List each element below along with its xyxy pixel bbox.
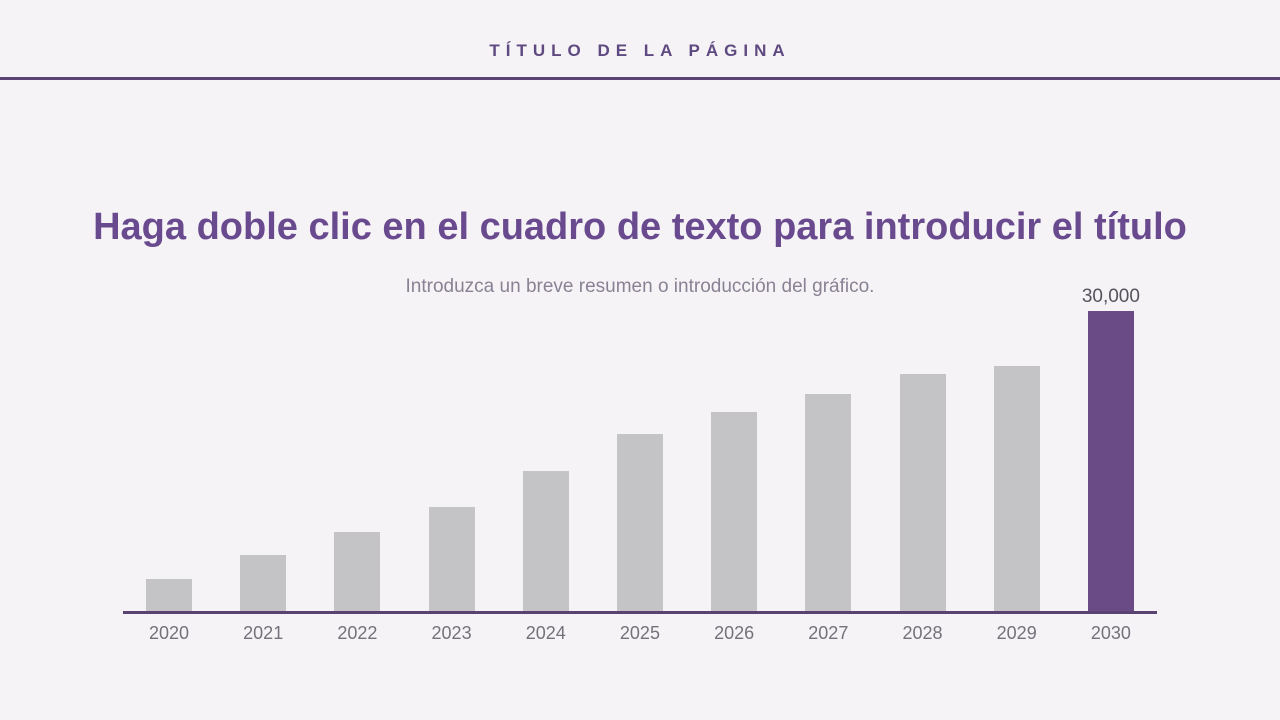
x-tick-2023: 2023 xyxy=(431,623,472,643)
bar-2022 xyxy=(334,531,381,611)
x-tick-2021: 2021 xyxy=(243,623,284,643)
bar-2027 xyxy=(805,393,852,611)
bar-2030: 30,000 xyxy=(1082,286,1140,611)
chart-title-textbox[interactable]: Haga doble clic en el cuadro de texto pa… xyxy=(93,206,1187,248)
bar-2023 xyxy=(428,506,475,611)
bar-2026 xyxy=(711,412,758,611)
page-header: TÍTULO DE LA PÁGINA xyxy=(0,0,1280,80)
bar-chart: 30,000 2020 2021 2022 2023 2024 2025 2026 2027 2… xyxy=(123,286,1157,644)
x-tick-2025: 2025 xyxy=(619,623,660,643)
x-axis-labels: 2020 2021 2022 2023 2024 2025 2026 2027 2028 2029… xyxy=(123,623,1157,644)
bar-value-label-2030: 30,000 xyxy=(1081,286,1140,307)
bar-2029 xyxy=(993,366,1040,611)
x-axis-line xyxy=(123,611,1157,614)
x-tick-2022: 2022 xyxy=(337,623,378,643)
x-tick-2026: 2026 xyxy=(714,623,755,643)
bar-2024 xyxy=(522,470,569,611)
bar-2025 xyxy=(616,434,663,611)
chart-subtitle-textbox[interactable]: Introduzca un breve resumen o introducci… xyxy=(405,276,875,297)
x-tick-2028: 2028 xyxy=(902,623,943,643)
page-header-title: TÍTULO DE LA PÁGINA xyxy=(489,40,791,60)
x-tick-2024: 2024 xyxy=(525,623,566,643)
plot-area: 30,000 xyxy=(123,286,1157,611)
x-tick-2027: 2027 xyxy=(808,623,849,643)
x-tick-2020: 2020 xyxy=(148,623,190,643)
bar-2028 xyxy=(899,373,946,611)
bar-2021 xyxy=(240,554,287,611)
x-tick-2030: 2030 xyxy=(1090,623,1131,643)
bar-2020 xyxy=(146,579,192,611)
x-tick-2029: 2029 xyxy=(996,623,1037,643)
